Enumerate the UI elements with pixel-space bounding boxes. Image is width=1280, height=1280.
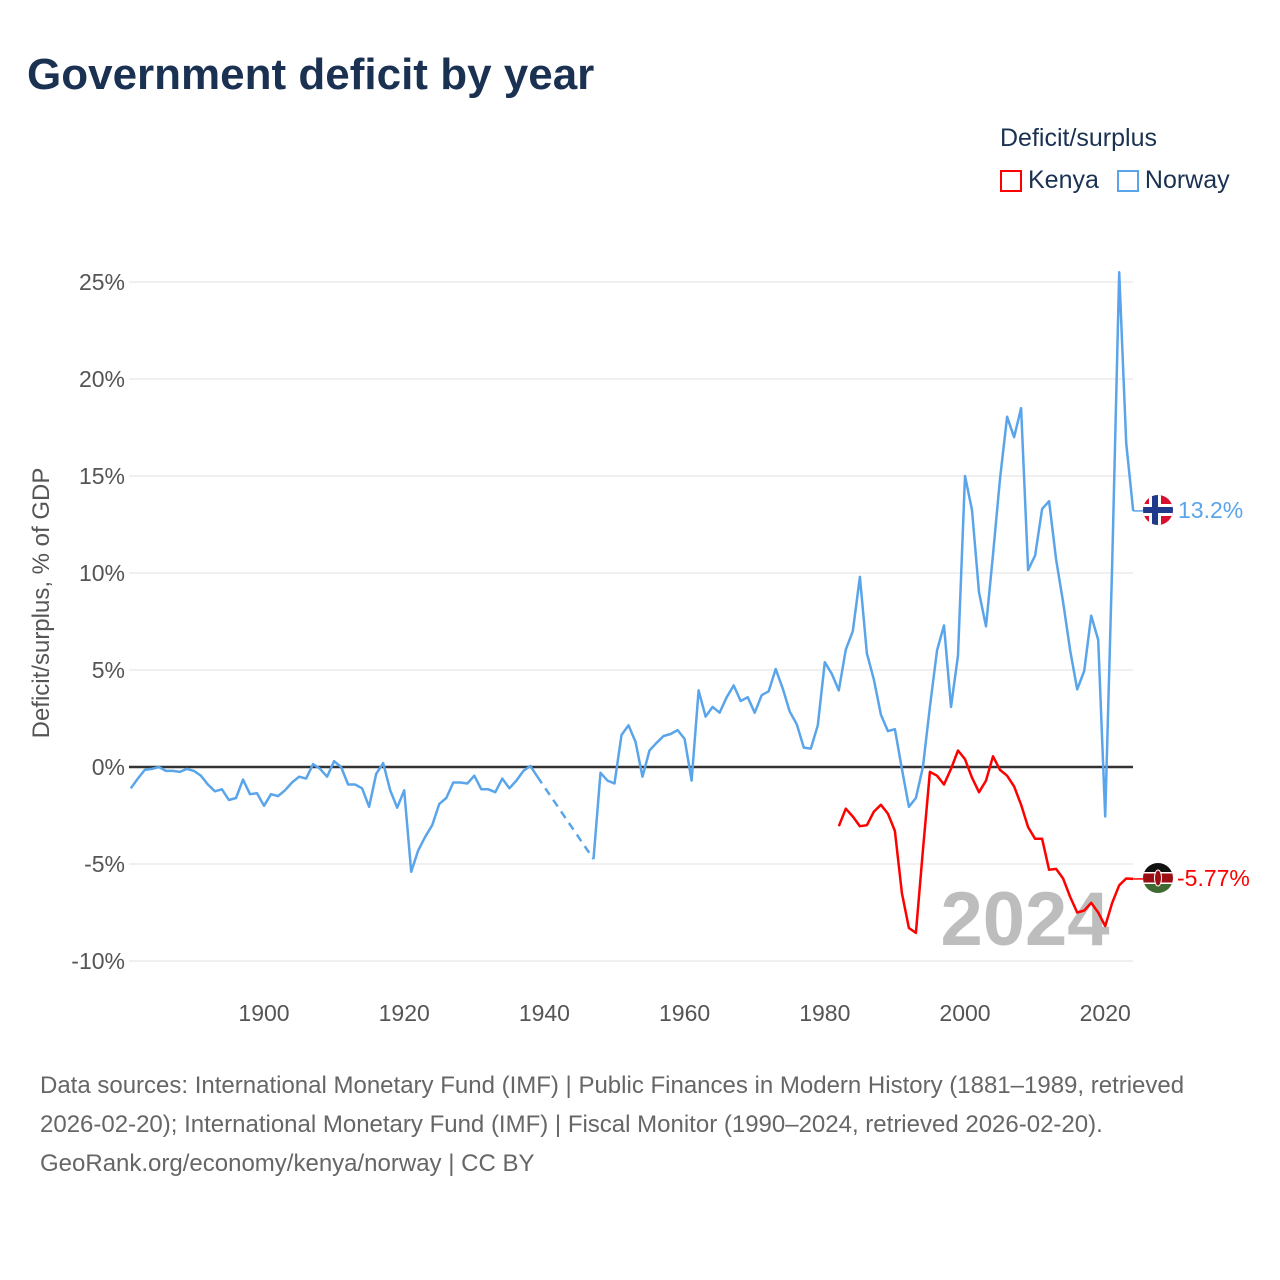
x-tick-label: 2000 [939, 1000, 990, 1026]
x-tick-label: 1960 [659, 1000, 710, 1026]
legend-title: Deficit/surplus [1000, 124, 1157, 152]
credit-link[interactable]: GeoRank.org/economy/kenya/norway | CC BY [40, 1150, 535, 1177]
x-tick-label: 1980 [799, 1000, 850, 1026]
end-label-norway: 13.2% [1178, 497, 1243, 523]
norway-flag-icon [1143, 495, 1173, 525]
series-line-norway[interactable] [592, 271, 1135, 860]
legend-item-kenya[interactable]: Kenya [1000, 166, 1099, 195]
legend: Kenya Norway [1000, 166, 1230, 195]
y-tick-label: -5% [84, 851, 125, 877]
y-tick-label: 15% [79, 463, 125, 489]
y-tick-label: -10% [71, 948, 125, 974]
series-line-kenya[interactable] [837, 749, 1134, 935]
legend-label-norway: Norway [1144, 166, 1230, 194]
y-tick-label: 25% [79, 269, 125, 295]
y-tick-label: 20% [79, 366, 125, 392]
data-sources: Data sources: International Monetary Fun… [40, 1072, 1185, 1138]
x-tick-label: 1900 [238, 1000, 289, 1026]
x-tick-label: 2020 [1080, 1000, 1131, 1026]
series-line-norway[interactable] [129, 759, 539, 874]
y-tick-label: 0% [92, 754, 125, 780]
y-tick-label: 10% [79, 560, 125, 586]
legend-swatch-norway [1116, 169, 1139, 192]
footer: Data sources: International Monetary Fun… [40, 1066, 1250, 1183]
series-line-norway-gap[interactable] [536, 775, 595, 860]
x-tick-label: 1940 [519, 1000, 570, 1026]
legend-item-norway[interactable]: Norway [1116, 166, 1230, 195]
legend-label-kenya: Kenya [1028, 166, 1099, 194]
kenya-flag-icon [1143, 863, 1173, 893]
x-tick-label: 1920 [379, 1000, 430, 1026]
watermark-year: 2024 [940, 877, 1109, 962]
end-label-kenya: -5.77% [1177, 865, 1250, 891]
chart-title: Government deficit by year [27, 50, 595, 99]
legend-swatch-kenya [1000, 169, 1022, 192]
y-tick-label: 5% [92, 657, 125, 683]
